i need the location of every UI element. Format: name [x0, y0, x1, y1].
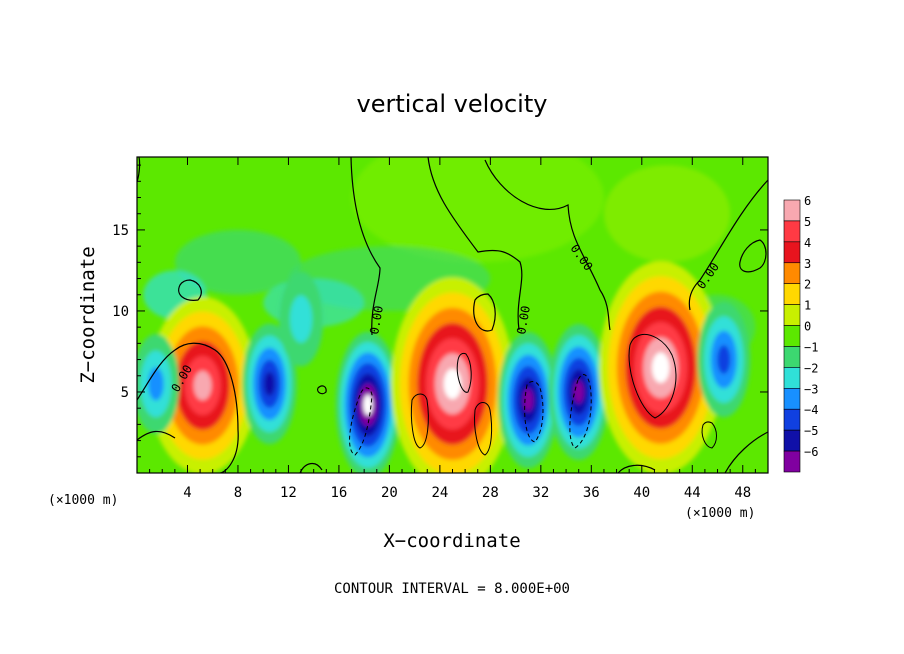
inner-contour [474, 402, 493, 456]
colorbar-cell [783, 325, 801, 347]
inner-contour [701, 421, 717, 449]
y-axis-label: Z−coordinate [77, 246, 99, 383]
zero-contour-line [317, 385, 327, 395]
velocity-field [137, 157, 756, 473]
field-patch [603, 165, 731, 263]
colorbar-cell [783, 304, 801, 326]
x-tick-label: 24 [431, 485, 448, 501]
downdraft-band [363, 394, 373, 416]
downdraft-band [289, 295, 313, 343]
zero-contour-line [724, 431, 768, 473]
x-unit-label-left: (×1000 m) [48, 493, 118, 508]
downdraft-band [148, 367, 164, 401]
zero-contour-line [137, 342, 239, 473]
contour-interval-text: CONTOUR INTERVAL = 8.000E+00 [334, 581, 570, 597]
updraft-band [443, 368, 462, 400]
x-axis-label: X−coordinate [383, 530, 520, 552]
x-tick-label: 32 [532, 485, 549, 501]
colorbar-label: −1 [804, 340, 818, 354]
colorbar-cell [783, 199, 801, 222]
x-tick-label: 4 [183, 485, 191, 501]
x-tick-label: 12 [280, 485, 297, 501]
y-tick-label: 10 [112, 304, 129, 320]
colorbar-label: 6 [804, 194, 811, 208]
x-axis: 4 8 12 16 20 24 28 32 36 40 44 48 [149, 157, 756, 501]
colorbar-label: −5 [804, 424, 818, 438]
colorbar-cell [783, 262, 801, 284]
colorbar-cell [783, 283, 801, 305]
chart-title: vertical velocity [357, 90, 548, 118]
downdraft-band [717, 345, 731, 374]
zero-contour-line [178, 279, 202, 301]
zero-contour-line [137, 430, 176, 441]
colorbar-cell [783, 346, 801, 368]
y-axis: 5 10 15 [112, 164, 768, 458]
inner-contour-dashed [349, 387, 373, 456]
colorbar-cell [783, 408, 801, 431]
zero-contour-line [473, 293, 496, 332]
colorbar: 6 5 4 3 2 1 0 −1 −2 −3 −4 −5 −6 [783, 194, 818, 473]
zero-contour-line [350, 157, 381, 336]
zero-contours [137, 157, 768, 473]
y-tick-label: 15 [112, 223, 129, 239]
colorbar-label: 4 [804, 236, 811, 250]
updraft-band [193, 370, 212, 401]
x-tick-label: 8 [234, 485, 242, 501]
colorbar-label: −2 [804, 361, 818, 375]
zero-contour-line [739, 239, 767, 273]
updraft-band [651, 352, 670, 383]
y-tick-label: 5 [121, 385, 129, 401]
colorbar-label: 1 [804, 299, 811, 313]
colorbar-label: 3 [804, 257, 811, 271]
colorbar-cell [783, 429, 801, 452]
field-patch [174, 229, 302, 295]
zero-contour-line [688, 179, 768, 311]
x-tick-label: 20 [381, 485, 398, 501]
inner-contour [410, 393, 429, 449]
contour-label: 0.00 [367, 305, 386, 336]
contour-label: 0.00 [514, 305, 533, 336]
colorbar-cell [783, 220, 801, 243]
field-patch [351, 157, 604, 263]
zero-contour-line [484, 159, 611, 331]
x-tick-label: 44 [684, 485, 701, 501]
inner-contour [628, 333, 677, 419]
colorbar-cell [783, 367, 801, 389]
colorbar-cell [783, 241, 801, 264]
colorbar-label: −6 [804, 445, 818, 459]
x-tick-label: 28 [482, 485, 499, 501]
inner-contour [456, 352, 472, 393]
zero-contour-line [617, 464, 656, 473]
x-tick-label: 40 [633, 485, 650, 501]
x-tick-label: 16 [330, 485, 347, 501]
zero-contour-line [137, 157, 141, 183]
downdraft-band [573, 380, 584, 404]
colorbar-cell [783, 450, 801, 473]
colorbar-label: 5 [804, 215, 811, 229]
colorbar-label: −4 [804, 403, 818, 417]
x-tick-label: 36 [583, 485, 600, 501]
plot-area: 0.00 0.00 0.00 0.00 0.00 [137, 157, 768, 473]
colorbar-label: −3 [804, 382, 818, 396]
x-tick-label: 48 [734, 485, 751, 501]
x-unit-label-right: (×1000 m) [685, 506, 755, 521]
colorbar-label: 0 [804, 320, 811, 334]
downdraft-band [264, 371, 275, 396]
colorbar-label: 2 [804, 278, 811, 292]
colorbar-cell [783, 388, 801, 410]
zero-contour-line [427, 157, 523, 331]
inner-contour-dashed [569, 374, 592, 449]
